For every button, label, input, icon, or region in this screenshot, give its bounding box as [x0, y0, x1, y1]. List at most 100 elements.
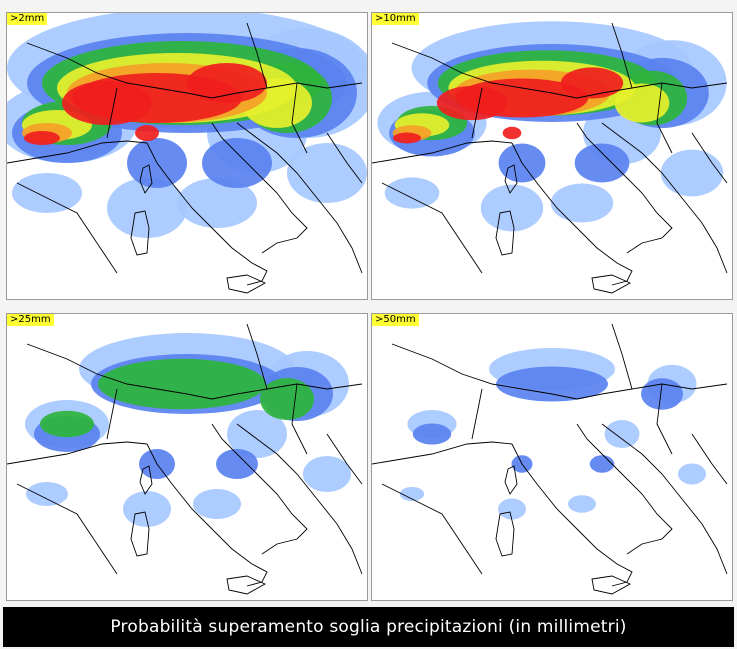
- precip-blob: [227, 410, 287, 458]
- coastline: [246, 323, 268, 390]
- precip-blob: [496, 366, 608, 402]
- coastline: [26, 42, 213, 99]
- coastline: [372, 441, 513, 465]
- coastline: [26, 343, 213, 400]
- precip-blob: [574, 143, 630, 183]
- coastline: [611, 323, 633, 390]
- coastline: [7, 140, 148, 164]
- coastline: [211, 122, 308, 254]
- coastline: [381, 483, 483, 575]
- coastline: [591, 575, 632, 595]
- probability-map: [7, 13, 367, 294]
- coastline: [511, 142, 633, 286]
- precip-blob: [135, 125, 159, 141]
- precip-blob: [26, 482, 68, 506]
- precip-blob: [678, 463, 706, 485]
- coastline: [7, 441, 148, 465]
- precip-blob: [604, 420, 640, 448]
- coastline: [130, 210, 150, 256]
- coastline: [106, 388, 118, 440]
- coastline: [16, 182, 118, 274]
- coastline: [504, 164, 518, 194]
- coastline: [391, 343, 578, 400]
- coastline: [146, 142, 268, 286]
- coastline: [601, 122, 728, 274]
- coastline: [495, 511, 515, 557]
- precip-blob: [502, 126, 522, 140]
- precip-blob: [498, 498, 526, 520]
- coastline: [495, 210, 515, 256]
- precip-blob: [589, 455, 615, 473]
- coastline: [16, 483, 118, 575]
- precip-field: [25, 333, 351, 527]
- probability-map: [372, 21, 728, 294]
- coastline: [326, 132, 363, 184]
- coastline: [691, 132, 728, 184]
- precip-blob: [216, 449, 258, 479]
- probability-map: [372, 323, 728, 595]
- precip-field: [7, 13, 367, 238]
- map-panel-50mm: >50mm: [371, 313, 733, 601]
- coastline: [391, 42, 578, 99]
- coastlines: [372, 22, 728, 294]
- coastline: [139, 465, 153, 495]
- coastline: [601, 423, 728, 575]
- precip-blob: [202, 138, 272, 188]
- precip-blob: [187, 63, 267, 103]
- precip-blob: [40, 410, 94, 438]
- precip-blob: [568, 495, 596, 513]
- coastline: [576, 383, 728, 400]
- coastline: [291, 383, 308, 455]
- precip-blob: [399, 487, 425, 501]
- precip-blob: [24, 131, 60, 145]
- caption-text: Probabilità superamento soglia precipita…: [110, 617, 627, 637]
- threshold-label: >10mm: [372, 13, 419, 25]
- threshold-label: >2mm: [7, 13, 48, 25]
- coastline: [106, 87, 118, 139]
- precip-blob: [384, 177, 440, 209]
- coastline: [576, 122, 673, 254]
- precip-blob: [62, 81, 152, 125]
- coastline: [139, 164, 153, 194]
- coastline: [291, 82, 308, 154]
- coastline: [656, 82, 673, 154]
- map-panel-25mm: >25mm: [6, 313, 368, 601]
- coastline: [211, 383, 363, 400]
- coastline: [691, 433, 728, 485]
- precip-blob: [550, 183, 614, 223]
- coastline: [372, 140, 513, 164]
- precip-blob: [560, 67, 624, 99]
- coastline: [656, 383, 673, 455]
- coastline: [130, 511, 150, 557]
- coastline: [211, 423, 308, 555]
- caption-banner: Probabilità superamento soglia precipita…: [3, 607, 734, 647]
- precip-blob: [12, 173, 82, 213]
- precip-blob: [412, 423, 452, 445]
- precip-blob: [287, 143, 367, 203]
- precip-blob: [480, 184, 544, 232]
- precip-blob: [193, 489, 241, 519]
- precip-blob: [641, 378, 683, 410]
- precip-blob: [98, 358, 266, 410]
- coastline: [504, 465, 518, 495]
- coastline: [246, 22, 268, 89]
- precip-blob: [260, 378, 314, 420]
- coastlines: [372, 323, 728, 595]
- coastline: [326, 433, 363, 485]
- coastline: [381, 182, 483, 274]
- map-panel-2mm: >2mm: [6, 12, 368, 300]
- coastline: [471, 388, 483, 440]
- precip-blob: [660, 149, 724, 197]
- coastline: [211, 82, 363, 99]
- coastline: [611, 22, 633, 89]
- probability-map: [7, 323, 363, 595]
- coastlines: [7, 323, 363, 595]
- threshold-label: >50mm: [372, 314, 419, 326]
- coastline: [146, 443, 268, 587]
- precip-blob: [107, 178, 187, 238]
- precip-blob: [177, 178, 257, 228]
- coastline: [576, 82, 728, 99]
- precip-blob: [123, 491, 171, 527]
- map-panel-10mm: >10mm: [371, 12, 733, 300]
- coastline: [591, 274, 632, 294]
